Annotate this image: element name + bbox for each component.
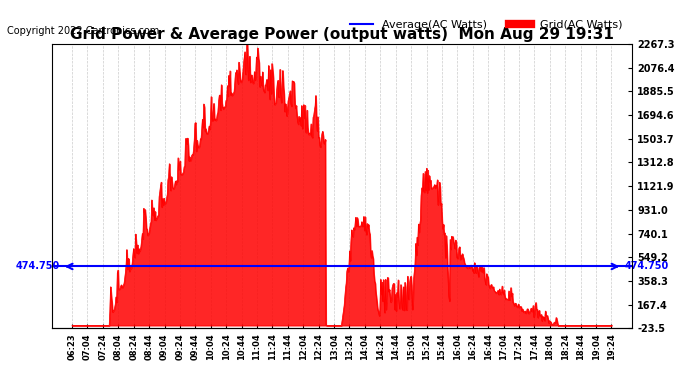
Text: 474.750: 474.750 (16, 261, 60, 272)
Text: Copyright 2022 Cartronics.com: Copyright 2022 Cartronics.com (7, 26, 159, 36)
Title: Grid Power & Average Power (output watts)  Mon Aug 29 19:31: Grid Power & Average Power (output watts… (70, 27, 614, 42)
Text: 474.750: 474.750 (624, 261, 669, 272)
Legend: Average(AC Watts), Grid(AC Watts): Average(AC Watts), Grid(AC Watts) (346, 15, 627, 34)
